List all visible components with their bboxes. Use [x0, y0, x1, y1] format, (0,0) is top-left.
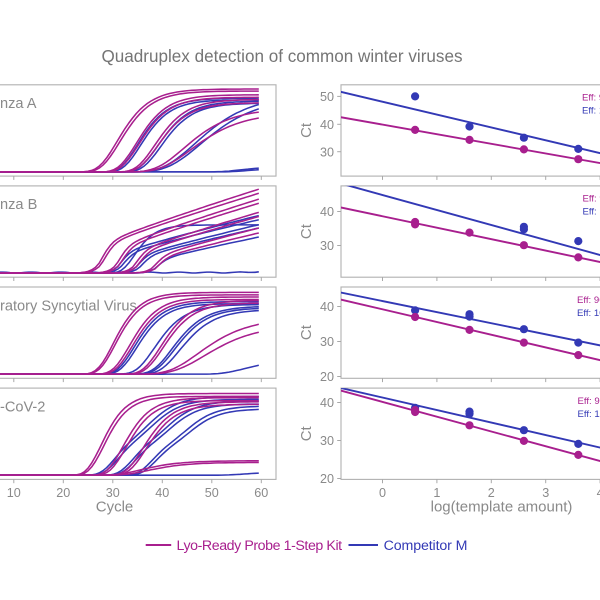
svg-text:50: 50 — [320, 90, 334, 104]
svg-text:40: 40 — [155, 486, 169, 500]
svg-text:2: 2 — [488, 486, 495, 500]
svg-text:1: 1 — [433, 486, 440, 500]
svg-text:Lyo-Ready Probe 1-Step Kit: Lyo-Ready Probe 1-Step Kit — [177, 538, 343, 554]
svg-text:Eff: 97%: Eff: 97% — [578, 396, 600, 407]
svg-text:20: 20 — [320, 370, 334, 384]
svg-text:30: 30 — [320, 239, 334, 253]
svg-text:10: 10 — [7, 486, 21, 500]
svg-text:Eff: 95%: Eff: 95% — [583, 194, 600, 205]
svg-text:4: 4 — [597, 486, 600, 500]
svg-text:40: 40 — [320, 396, 334, 410]
svg-text:Ct: Ct — [298, 223, 315, 239]
svg-text:Competitor M: Competitor M — [384, 538, 468, 554]
svg-text:40: 40 — [320, 118, 334, 132]
svg-text:Eff: 103%: Eff: 103% — [577, 308, 600, 319]
svg-text:30: 30 — [106, 486, 120, 500]
svg-text:30: 30 — [320, 335, 334, 349]
svg-text:Quadruplex detection of common: Quadruplex detection of common winter vi… — [101, 47, 462, 66]
svg-text:Influenza A: Influenza A — [0, 96, 37, 112]
svg-text:50: 50 — [205, 486, 219, 500]
svg-text:Respiratory Syncytial Virus: Respiratory Syncytial Virus — [0, 298, 137, 314]
svg-text:Eff: 102%: Eff: 102% — [582, 106, 600, 117]
svg-text:Ct: Ct — [298, 425, 315, 441]
svg-text:Ct: Ct — [298, 324, 315, 340]
svg-text:Eff: 101%: Eff: 101% — [578, 409, 600, 420]
svg-text:Influenza B: Influenza B — [0, 197, 37, 213]
svg-text:20: 20 — [56, 486, 70, 500]
svg-text:Ct: Ct — [298, 122, 315, 138]
svg-text:20: 20 — [320, 472, 334, 486]
svg-text:60: 60 — [254, 486, 268, 500]
svg-text:Eff: 94%: Eff: 94% — [582, 93, 600, 104]
svg-text:40: 40 — [320, 300, 334, 314]
svg-text:log(template amount): log(template amount) — [431, 499, 573, 516]
svg-text:40: 40 — [320, 205, 334, 219]
svg-text:3: 3 — [542, 486, 549, 500]
svg-text:0: 0 — [379, 486, 386, 500]
svg-text:Eff: 96%: Eff: 96% — [577, 295, 600, 306]
svg-text:SARS-CoV-2: SARS-CoV-2 — [0, 399, 45, 415]
svg-text:30: 30 — [320, 434, 334, 448]
svg-text:Eff: 101%: Eff: 101% — [583, 207, 600, 218]
svg-text:Cycle: Cycle — [96, 499, 134, 516]
svg-text:30: 30 — [320, 145, 334, 159]
